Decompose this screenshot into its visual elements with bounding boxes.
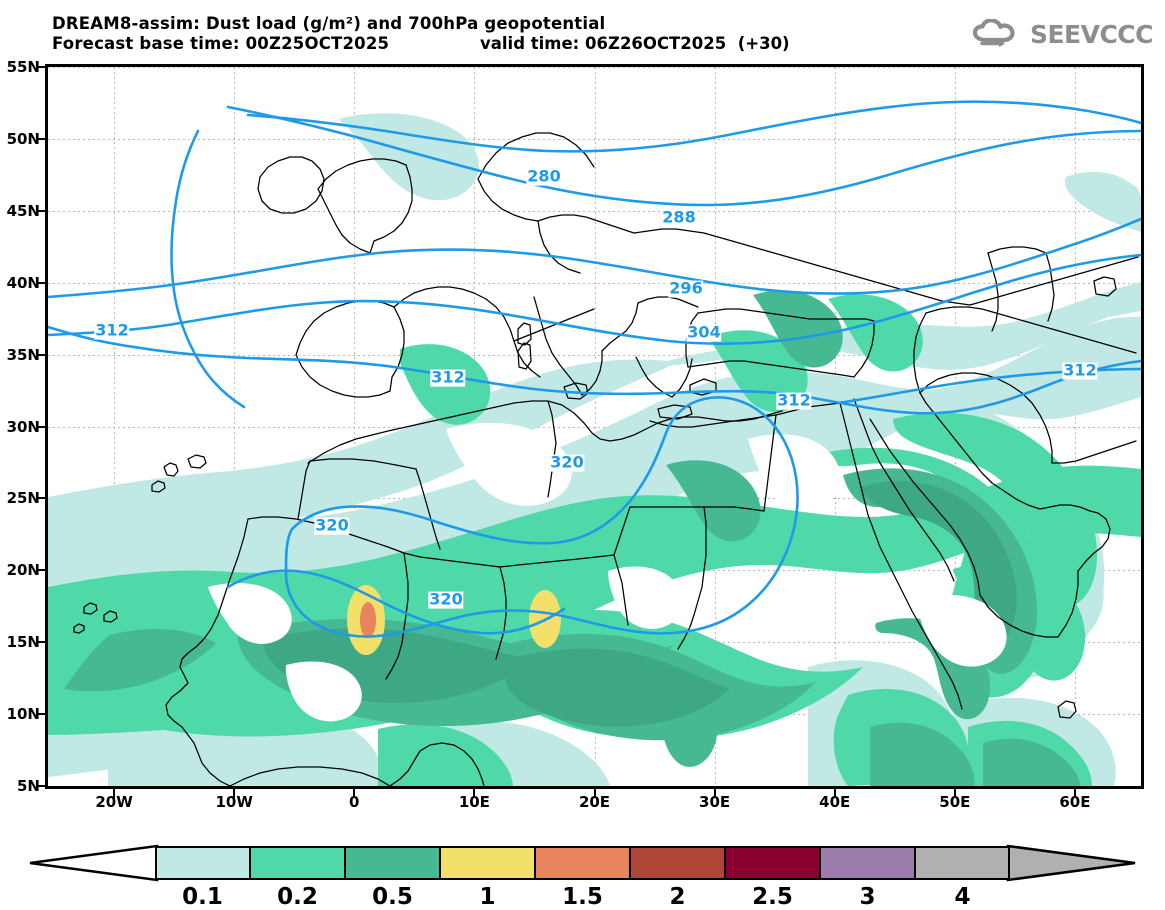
- contour-label: 296: [668, 278, 704, 298]
- y-axis-tick-label: 30N: [6, 417, 40, 436]
- colorbar-tick-label: 0.1: [182, 884, 223, 910]
- colorbar-band-2-2.5: [630, 846, 725, 880]
- contour-label: 288: [661, 207, 697, 227]
- gridline-horizontal: [48, 354, 1141, 356]
- colorbar-band-1.5-2: [535, 846, 630, 880]
- colorbar-cells: [155, 846, 1010, 880]
- contour-label: 312: [776, 390, 812, 410]
- x-axis-tick: [953, 789, 956, 798]
- gridline-horizontal: [48, 67, 1141, 68]
- contour-label: 312: [94, 320, 130, 340]
- logo-text: SEEVCCC: [1029, 19, 1154, 49]
- page-title: DREAM8-assim: Dust load (g/m²) and 700hP…: [52, 14, 606, 33]
- contour-label: 280: [526, 166, 562, 186]
- x-axis-tick-label: 40E: [819, 793, 851, 811]
- forecast-base-time-label: Forecast base time: 00Z25OCT2025: [52, 34, 390, 53]
- x-axis-tick-label: 60E: [1059, 793, 1091, 811]
- gridline-horizontal: [48, 138, 1141, 140]
- colorbar-band-over-4: [915, 846, 1010, 880]
- y-axis-tick: [37, 425, 46, 428]
- y-axis-tick-label: 55N: [6, 58, 40, 76]
- y-axis-tick: [37, 137, 46, 140]
- map-plot-frame: 280 288 296 304 312 312 312 312 320 320 320: [45, 64, 1144, 789]
- colorbar-band-1-1.5: [440, 846, 535, 880]
- colorbar-tick-label: 1.5: [562, 884, 603, 910]
- x-axis-tick: [473, 789, 476, 798]
- colorbar-band-0.5-1: [345, 846, 440, 880]
- x-axis-tick-label: 20E: [578, 793, 611, 811]
- contour-label: 312: [1062, 360, 1098, 380]
- x-axis-tick-label: 0: [349, 793, 360, 811]
- y-axis-tick-label: 45N: [6, 201, 40, 220]
- valid-time-label: valid time: 06Z26OCT2025 (+30): [480, 34, 790, 53]
- y-axis-tick: [37, 713, 46, 716]
- y-axis-tick-label: 5N: [17, 777, 40, 795]
- gridline-horizontal: [48, 282, 1141, 284]
- colorbar-band-3-4: [820, 846, 915, 880]
- colorbar-tick-label: 0.2: [277, 884, 318, 910]
- colorbar-tick-label: 1: [479, 884, 496, 910]
- x-axis-tick-label: 50E: [939, 793, 971, 811]
- gridline-horizontal: [48, 426, 1141, 428]
- y-axis-tick: [37, 785, 46, 787]
- colorbar-band-0.2-0.5: [250, 846, 345, 880]
- x-axis-tick: [713, 789, 716, 798]
- x-axis-tick-label: 10W: [215, 793, 253, 811]
- colorbar-band-0.1-0.2: [155, 846, 250, 880]
- colorbar-tick-label: 0.5: [372, 884, 413, 910]
- contour-label: 312: [430, 367, 466, 387]
- y-axis-tick: [37, 281, 46, 284]
- x-axis-tick-label: 30E: [699, 793, 731, 811]
- x-axis-tick: [593, 789, 596, 798]
- map-canvas: 280 288 296 304 312 312 312 312 320 320 320: [48, 67, 1141, 786]
- gridline-horizontal: [48, 210, 1141, 212]
- colorbar-tick-label: 2.5: [752, 884, 793, 910]
- x-axis-tick: [353, 789, 356, 798]
- dust-load-field: [48, 113, 1141, 786]
- y-axis-tick: [37, 641, 46, 644]
- y-axis-tick: [37, 209, 46, 212]
- chart-header: DREAM8-assim: Dust load (g/m²) and 700hP…: [0, 0, 1165, 62]
- y-axis-tick-label: 35N: [6, 345, 40, 364]
- gridline-horizontal: [48, 786, 1141, 787]
- x-axis-tick-label: 10E: [458, 793, 490, 811]
- contour-label: 320: [428, 589, 464, 609]
- y-axis-tick-label: 50N: [6, 129, 40, 148]
- x-axis-tick-label: 20W: [95, 793, 133, 811]
- cloud-wind-icon: [972, 19, 1015, 47]
- y-axis-tick-label: 15N: [6, 633, 40, 652]
- colorbar: 0.1 0.2 0.5 1 1.5 2 2.5 3 4: [0, 838, 1165, 910]
- contour-label: 320: [314, 515, 350, 535]
- contour-label: 320: [549, 452, 585, 472]
- y-axis-tick-label: 20N: [6, 561, 40, 580]
- y-axis-tick: [37, 353, 46, 356]
- colorbar-tick-label: 4: [954, 884, 971, 910]
- seevccc-logo: SEEVCCC: [972, 17, 1154, 51]
- colorbar-tick-label: 2: [669, 884, 686, 910]
- contour-label: 304: [686, 322, 722, 342]
- colorbar-under-arrow: [29, 844, 159, 882]
- geopotential-contours: [48, 100, 1141, 638]
- x-axis-tick: [1073, 789, 1076, 798]
- y-axis-tick-label: 25N: [6, 489, 40, 508]
- y-axis-tick: [37, 66, 46, 68]
- x-axis-tick: [113, 789, 116, 798]
- y-axis-tick-label: 10N: [6, 705, 40, 724]
- y-axis-tick: [37, 497, 46, 500]
- colorbar-band-2.5-3: [725, 846, 820, 880]
- y-axis-tick: [37, 569, 46, 572]
- colorbar-tick-label: 3: [859, 884, 876, 910]
- x-axis-tick: [833, 789, 836, 798]
- colorbar-over-arrow: [1006, 844, 1136, 882]
- y-axis-tick-label: 40N: [6, 273, 40, 292]
- x-axis-tick: [233, 789, 236, 798]
